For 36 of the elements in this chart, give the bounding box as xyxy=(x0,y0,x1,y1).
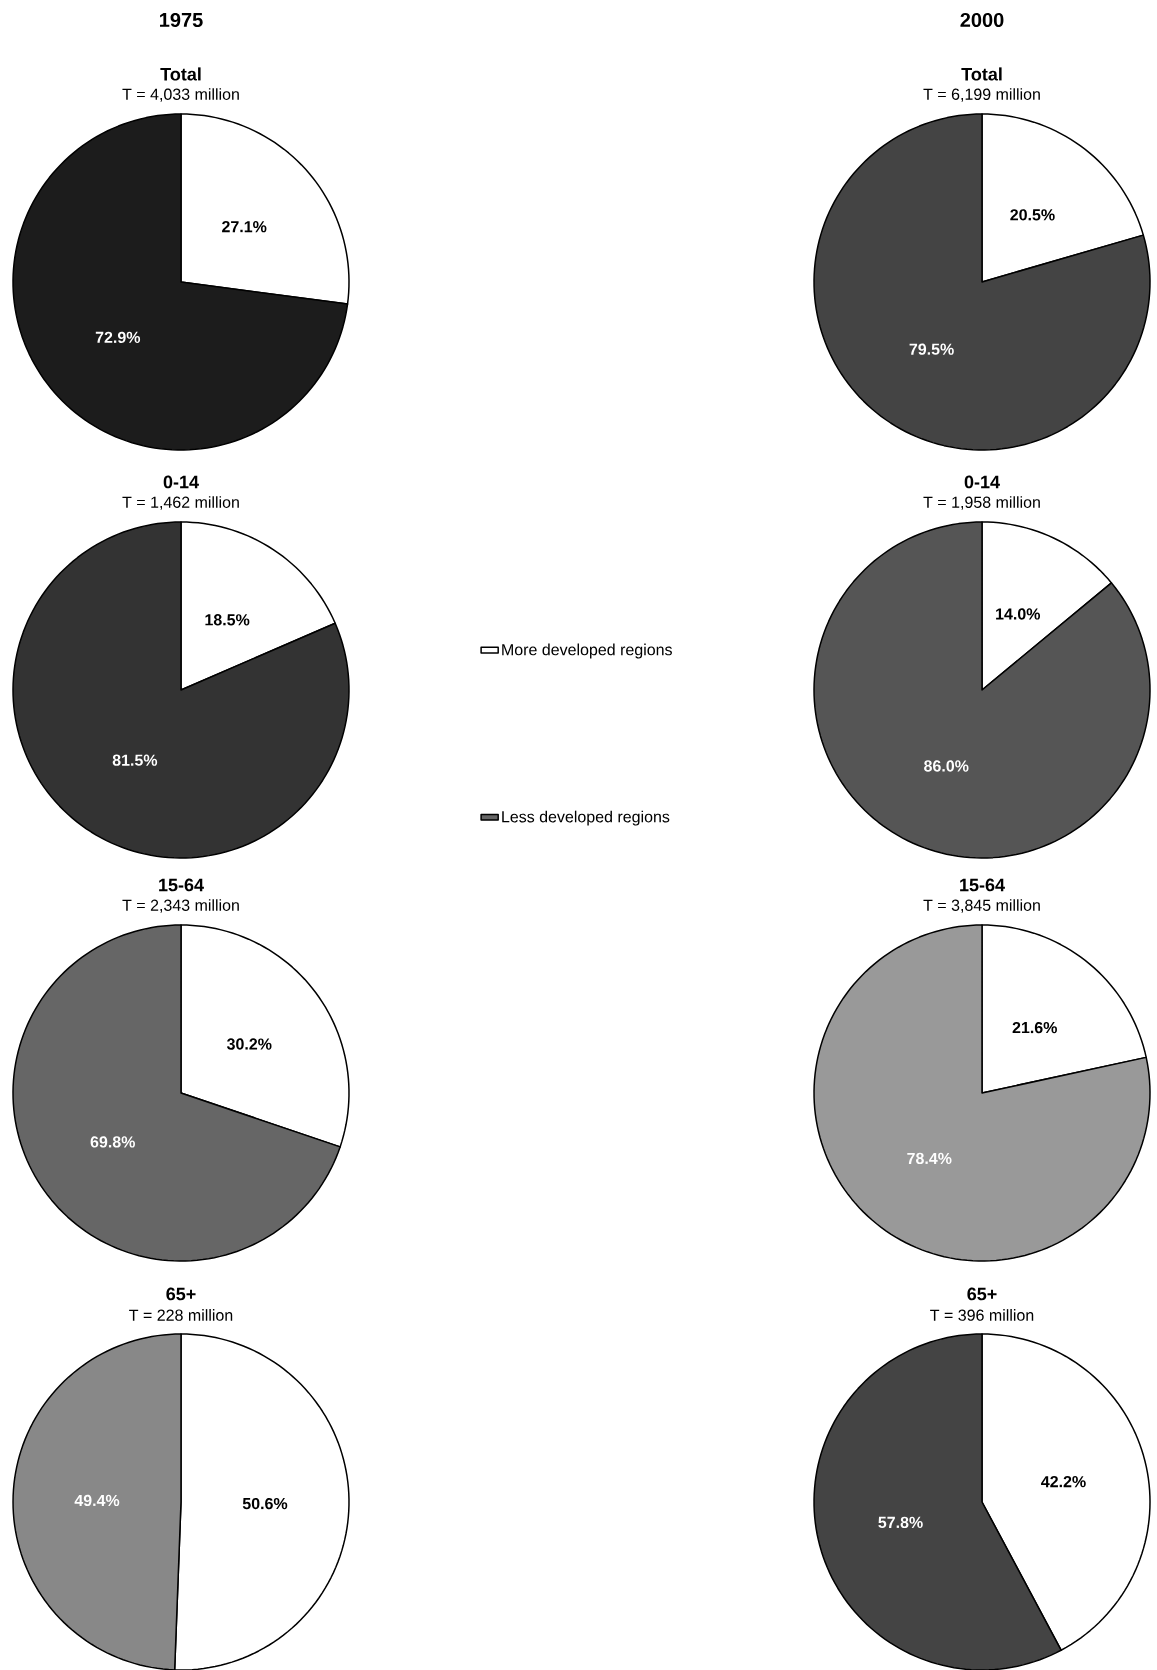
chart-title: 65+ xyxy=(166,1287,196,1301)
data-label: 20.5% xyxy=(1010,209,1055,221)
data-label: 86.0% xyxy=(924,760,969,772)
data-label: 30.2% xyxy=(226,1038,272,1050)
data-label: 81.5% xyxy=(112,754,158,766)
data-label: 49.4% xyxy=(74,1494,120,1507)
data-label: 21.6% xyxy=(1012,1021,1057,1034)
data-label: 18.5% xyxy=(205,614,250,626)
data-label: 57.8% xyxy=(878,1516,923,1529)
data-label: 78.4% xyxy=(907,1152,952,1165)
data-label: 50.6% xyxy=(242,1497,288,1510)
chart-title: Total xyxy=(961,67,1002,81)
chart-subtitle: T = 396 million xyxy=(930,1309,1034,1321)
chart-subtitle: T = 228 million xyxy=(129,1309,233,1321)
data-label: 79.5% xyxy=(909,343,954,355)
chart-subtitle: T = 1,958 million xyxy=(923,496,1040,510)
chart-subtitle: T = 3,845 million xyxy=(923,899,1040,913)
chart-subtitle: T = 6,199 million xyxy=(923,88,1040,102)
chart-title: 15-64 xyxy=(960,878,1005,892)
chart-title: 65+ xyxy=(967,1287,997,1301)
data-label: 69.8% xyxy=(90,1136,135,1148)
legend-label: More developed regions xyxy=(502,643,672,659)
chart-title: 0-14 xyxy=(163,475,199,489)
data-label: 72.9% xyxy=(95,331,141,343)
text: 2000 xyxy=(960,12,1004,28)
data-label: 42.2% xyxy=(1041,1475,1086,1488)
text: T = 2,343 million xyxy=(122,899,239,913)
legend-label: Less developed regions xyxy=(502,810,670,826)
data-label: 14.0% xyxy=(996,608,1041,620)
chart-subtitle: T = 1,462 million xyxy=(122,496,239,510)
text: 1975 xyxy=(160,12,203,28)
text: 15-64 xyxy=(159,878,204,892)
data-label: 27.1% xyxy=(222,220,267,233)
chart-subtitle: T = 4,033 million xyxy=(122,88,239,102)
chart-title: 0-14 xyxy=(964,475,1000,489)
chart-title: Total xyxy=(160,67,201,81)
